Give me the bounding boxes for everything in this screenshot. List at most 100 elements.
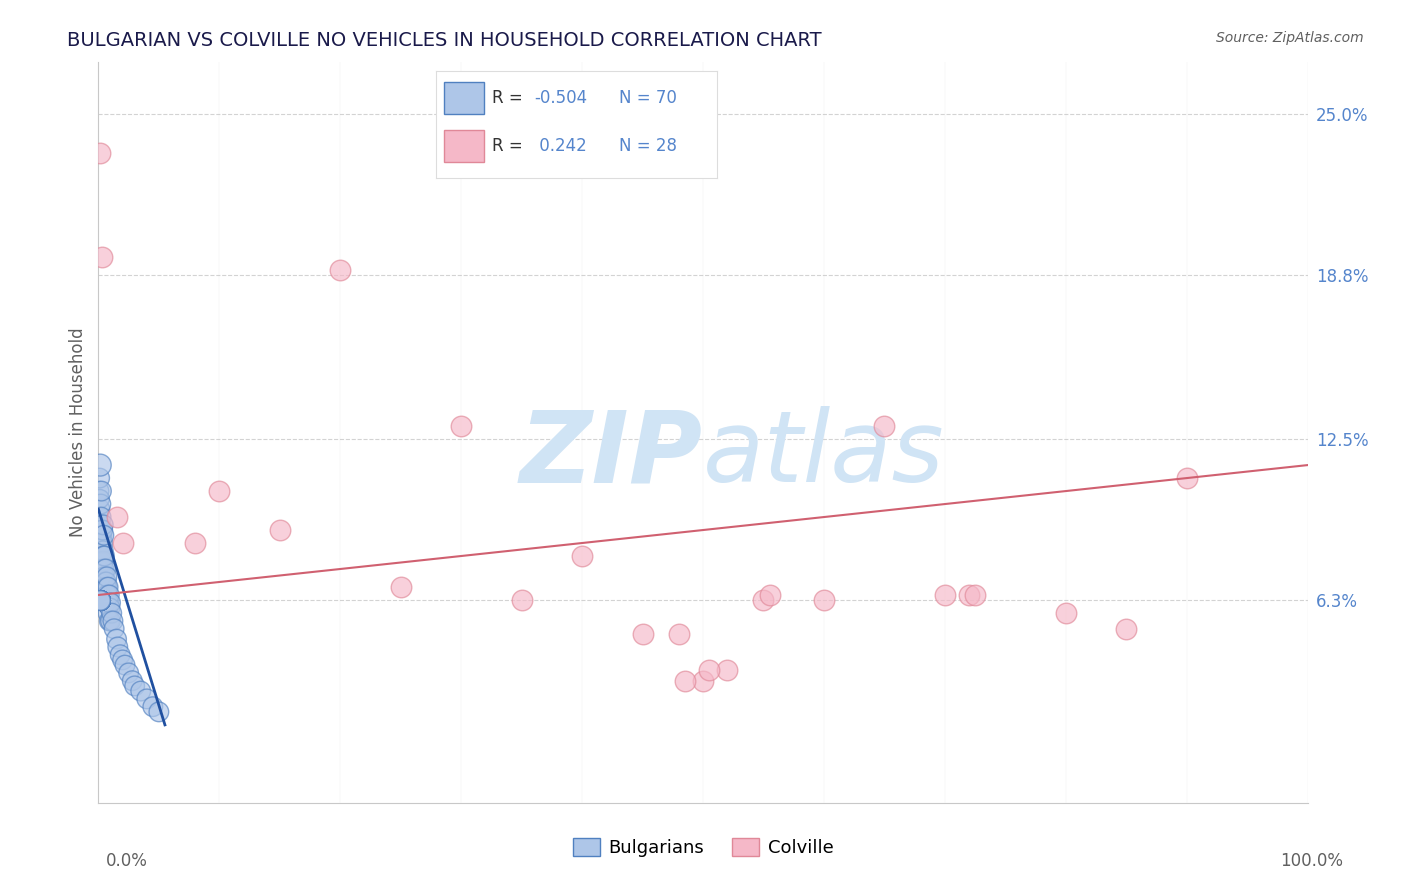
Point <box>90 528 112 542</box>
Point <box>91 544 114 558</box>
Point <box>118 665 141 680</box>
Point <box>148 705 170 719</box>
Point <box>96 588 118 602</box>
Point <box>111 653 134 667</box>
Point <box>91 562 114 576</box>
Point <box>91 574 114 589</box>
Point <box>389 580 412 594</box>
Y-axis label: No Vehicles in Household: No Vehicles in Household <box>69 327 87 538</box>
Text: R =: R = <box>492 137 523 155</box>
Point <box>129 684 152 698</box>
Point <box>89 593 111 607</box>
Point <box>124 679 146 693</box>
Point <box>87 484 110 499</box>
Text: BULGARIAN VS COLVILLE NO VEHICLES IN HOUSEHOLD CORRELATION CHART: BULGARIAN VS COLVILLE NO VEHICLES IN HOU… <box>67 31 823 50</box>
Point <box>93 562 115 576</box>
Text: atlas: atlas <box>703 407 945 503</box>
Text: 0.242: 0.242 <box>534 137 588 155</box>
Point <box>98 601 121 615</box>
Point <box>100 596 122 610</box>
Point <box>668 627 690 641</box>
Point <box>1175 471 1198 485</box>
Point <box>97 580 120 594</box>
Point <box>91 574 114 589</box>
Point <box>114 658 136 673</box>
Point <box>89 593 111 607</box>
Point <box>100 614 122 628</box>
Point <box>89 593 111 607</box>
Point <box>692 673 714 688</box>
Point <box>89 593 111 607</box>
Point <box>208 484 231 499</box>
Point <box>716 663 738 677</box>
Point <box>91 554 114 568</box>
Point <box>90 570 112 584</box>
Point <box>89 549 111 563</box>
Point <box>752 593 775 607</box>
Point <box>813 593 835 607</box>
Point <box>89 574 111 589</box>
Point <box>89 593 111 607</box>
Point <box>90 510 112 524</box>
Point <box>90 554 112 568</box>
Point <box>93 549 115 563</box>
Point <box>89 562 111 576</box>
Point <box>89 593 111 607</box>
Point <box>90 528 112 542</box>
Point <box>89 593 111 607</box>
Point <box>94 596 117 610</box>
Point <box>269 523 291 537</box>
Point <box>93 549 115 563</box>
Point <box>89 471 111 485</box>
Point <box>957 588 980 602</box>
Point <box>89 593 111 607</box>
Point <box>93 588 115 602</box>
Point <box>97 606 120 620</box>
Point <box>93 528 115 542</box>
Point <box>89 491 111 506</box>
Point <box>758 588 780 602</box>
Point <box>121 673 143 688</box>
Point <box>135 692 157 706</box>
Point <box>89 593 111 607</box>
Legend: Bulgarians, Colville: Bulgarians, Colville <box>565 830 841 864</box>
Point <box>89 146 111 161</box>
Point <box>89 593 111 607</box>
Text: Source: ZipAtlas.com: Source: ZipAtlas.com <box>1216 31 1364 45</box>
Point <box>91 517 114 532</box>
Bar <box>444 82 484 114</box>
Point <box>142 699 165 714</box>
Point <box>510 593 533 607</box>
Text: 100.0%: 100.0% <box>1279 852 1343 870</box>
Point <box>89 593 111 607</box>
Point <box>91 523 114 537</box>
Point <box>89 593 111 607</box>
Point <box>89 502 111 516</box>
Point <box>90 536 112 550</box>
Point <box>90 523 112 537</box>
Point <box>934 588 956 602</box>
Point <box>93 570 115 584</box>
Point <box>97 596 120 610</box>
Point <box>98 588 121 602</box>
Point <box>100 606 122 620</box>
Point <box>96 588 118 602</box>
Bar <box>444 130 484 162</box>
Point <box>98 614 121 628</box>
Point <box>96 574 118 589</box>
Point <box>1115 622 1137 636</box>
Point <box>89 593 111 607</box>
Point <box>89 510 111 524</box>
Point <box>873 419 896 434</box>
Point <box>108 648 131 662</box>
Point <box>103 622 125 636</box>
Point <box>89 593 111 607</box>
Point <box>965 588 987 602</box>
Point <box>89 593 111 607</box>
Point <box>91 536 114 550</box>
Text: -0.504: -0.504 <box>534 89 588 107</box>
Point <box>91 523 114 537</box>
Point <box>89 593 111 607</box>
Point <box>90 484 112 499</box>
Point <box>89 593 111 607</box>
